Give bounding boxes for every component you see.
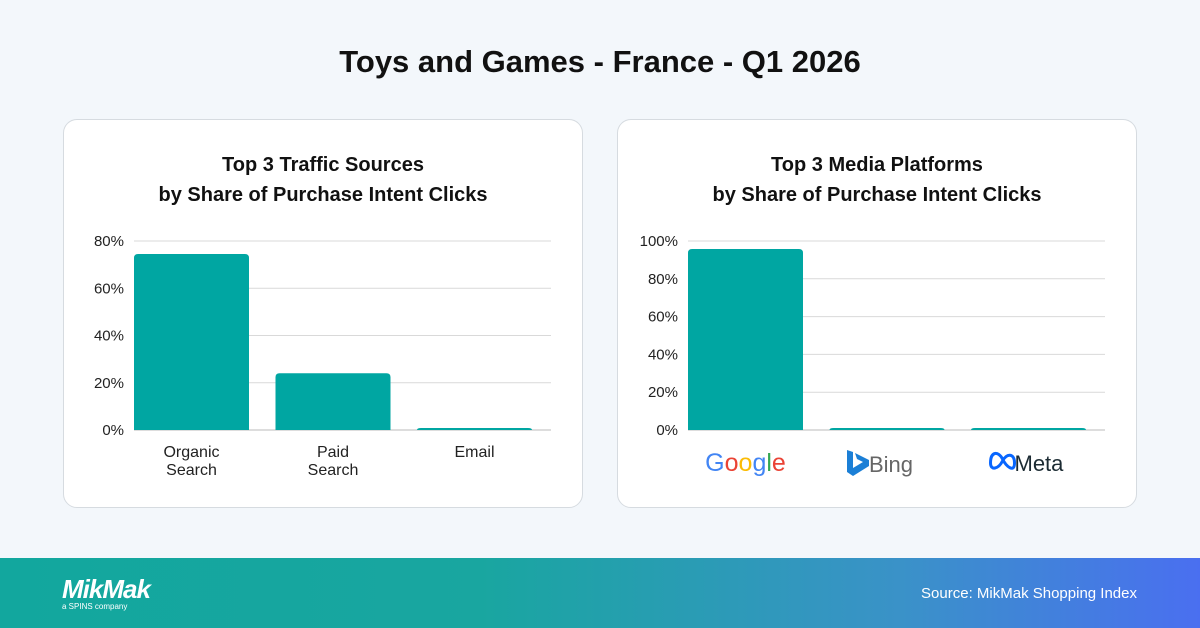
y-tick-label: 40% (648, 346, 678, 363)
chart-title: Top 3 Traffic Sources by Share of Purchas… (64, 150, 582, 210)
y-tick-label: 40% (94, 328, 124, 345)
y-tick-label: 20% (648, 384, 678, 401)
y-tick-label: 80% (648, 271, 678, 288)
x-tick-label: Email (454, 444, 494, 461)
x-tick-label: Search (308, 462, 359, 479)
page-title: Toys and Games - France - Q1 2026 (339, 44, 861, 79)
chart-title: Top 3 Media Platforms by Share of Purchas… (618, 150, 1136, 210)
bing-logo: Bing (869, 452, 913, 477)
x-tick-label: Search (166, 462, 217, 479)
media-platforms-chart: 0% 20% 40% 60% 80% 100% Google Bing Meta (640, 233, 1105, 477)
traffic-sources-chart: 0%20%40%60%80%OrganicSearchPaidSearchEma… (94, 233, 551, 479)
chart-title-line1: Top 3 Media Platforms (771, 154, 983, 176)
y-tick-label: 60% (648, 309, 678, 326)
x-tick-label: Organic (163, 444, 219, 461)
chart-title-line2: by Share of Purchase Intent Clicks (712, 184, 1042, 206)
y-tick-label: 0% (656, 422, 678, 439)
traffic-sources-card: Top 3 Traffic Sources by Share of Purchas… (63, 119, 583, 508)
y-tick-label: 20% (94, 375, 124, 392)
bar (417, 428, 532, 430)
google-logo: Google (705, 449, 786, 477)
meta-logo: Meta (1015, 451, 1065, 476)
footer: MikMak a SPINS company Source: MikMak Sh… (0, 558, 1200, 628)
logo-tagline: a SPINS company (62, 602, 128, 611)
media-platforms-card: Top 3 Media Platforms by Share of Purchas… (617, 119, 1137, 508)
y-tick-label: 80% (94, 233, 124, 250)
bar (134, 253, 249, 430)
bar (688, 248, 803, 430)
bar (829, 428, 945, 430)
y-tick-label: 0% (102, 422, 124, 439)
bing-icon (847, 450, 869, 476)
chart-title-line1: Top 3 Traffic Sources (222, 154, 424, 176)
bar (275, 373, 391, 430)
bar (971, 428, 1086, 430)
source-note: Source: MikMak Shopping Index (921, 585, 1137, 602)
x-tick-label: Paid (317, 444, 349, 461)
y-tick-label: 60% (94, 280, 124, 297)
mikmak-logo: MikMak (62, 574, 151, 604)
y-tick-label: 100% (640, 233, 678, 250)
meta-icon (988, 452, 1017, 470)
chart-title-line2: by Share of Purchase Intent Clicks (158, 184, 488, 206)
